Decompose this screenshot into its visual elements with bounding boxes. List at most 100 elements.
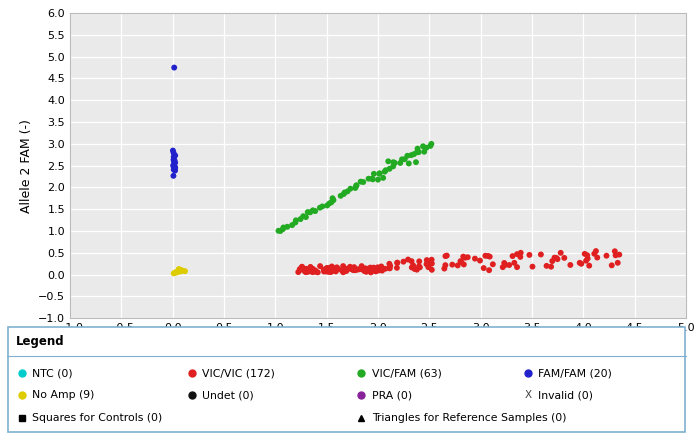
Text: NTC (0): NTC (0) — [32, 368, 73, 378]
Point — [412, 145, 423, 152]
Point — [402, 256, 414, 263]
Point — [426, 260, 438, 267]
Text: No Amp (9): No Amp (9) — [32, 390, 94, 400]
Point — [368, 264, 379, 271]
Point — [168, 172, 179, 179]
Point — [363, 175, 374, 182]
Point — [359, 265, 370, 272]
Point — [512, 264, 523, 271]
Point — [331, 264, 342, 271]
Point — [321, 268, 332, 275]
Point — [612, 259, 623, 266]
Point — [360, 268, 372, 275]
Point — [350, 267, 361, 274]
Point — [326, 199, 337, 206]
Point — [337, 269, 349, 276]
Point — [549, 254, 560, 261]
Point — [172, 269, 183, 276]
Point — [426, 260, 437, 267]
Point — [344, 263, 356, 270]
Point — [352, 266, 363, 273]
Point — [610, 252, 621, 259]
Point — [169, 160, 180, 167]
Point — [304, 209, 316, 216]
Point — [314, 204, 326, 211]
Point — [298, 213, 309, 220]
Point — [417, 143, 428, 150]
Point — [527, 263, 538, 270]
Point — [555, 249, 566, 256]
Point — [614, 251, 625, 258]
Point — [168, 156, 179, 163]
Point — [358, 178, 369, 185]
Point — [365, 268, 376, 275]
Point — [310, 267, 321, 274]
Point — [342, 188, 354, 195]
Point — [169, 64, 180, 71]
Point — [364, 267, 375, 274]
Point — [360, 265, 372, 272]
Point — [300, 268, 311, 275]
Point — [319, 266, 330, 273]
Point — [524, 252, 535, 259]
Text: X: X — [524, 390, 531, 400]
Point — [323, 200, 335, 207]
Point — [414, 258, 425, 265]
Point — [565, 262, 576, 269]
Point — [351, 182, 362, 189]
Point — [370, 266, 382, 272]
Point — [498, 259, 510, 266]
Text: Triangles for Reference Samples (0): Triangles for Reference Samples (0) — [372, 413, 566, 423]
Point — [580, 257, 592, 264]
Point — [552, 255, 563, 262]
Point — [384, 260, 395, 267]
Point — [414, 263, 425, 270]
Point — [365, 269, 377, 276]
Point — [402, 152, 413, 159]
Point — [358, 267, 370, 274]
Point — [509, 259, 520, 266]
Point — [482, 252, 493, 259]
Point — [337, 262, 349, 269]
Point — [392, 259, 403, 266]
Point — [296, 265, 307, 272]
Point — [349, 264, 360, 271]
Text: Squares for Controls (0): Squares for Controls (0) — [32, 413, 162, 423]
Point — [455, 258, 466, 265]
Point — [426, 256, 438, 263]
Point — [294, 266, 305, 272]
Point — [302, 208, 314, 215]
Point — [372, 265, 384, 272]
Point — [384, 165, 395, 172]
Point — [447, 261, 458, 268]
Point — [426, 140, 437, 147]
Point — [458, 253, 469, 260]
Point — [592, 254, 603, 261]
Point — [456, 259, 467, 266]
Point — [300, 266, 312, 272]
Point — [179, 268, 190, 275]
Point — [425, 143, 436, 150]
Point — [372, 176, 384, 183]
Point — [407, 262, 419, 269]
Point — [484, 267, 495, 274]
Point — [410, 159, 421, 166]
Point — [351, 182, 362, 189]
Point — [348, 267, 359, 274]
Point — [327, 267, 338, 274]
Point — [328, 197, 339, 204]
Point — [439, 265, 450, 272]
Point — [306, 266, 317, 273]
Point — [370, 268, 381, 275]
Point — [350, 184, 361, 191]
Point — [391, 259, 402, 266]
Point — [336, 267, 347, 274]
Point — [584, 262, 595, 269]
Point — [515, 249, 526, 256]
Point — [168, 270, 179, 277]
Point — [169, 269, 181, 276]
Point — [300, 266, 312, 272]
Point — [174, 268, 186, 275]
Point — [169, 163, 180, 170]
Point — [318, 266, 329, 273]
